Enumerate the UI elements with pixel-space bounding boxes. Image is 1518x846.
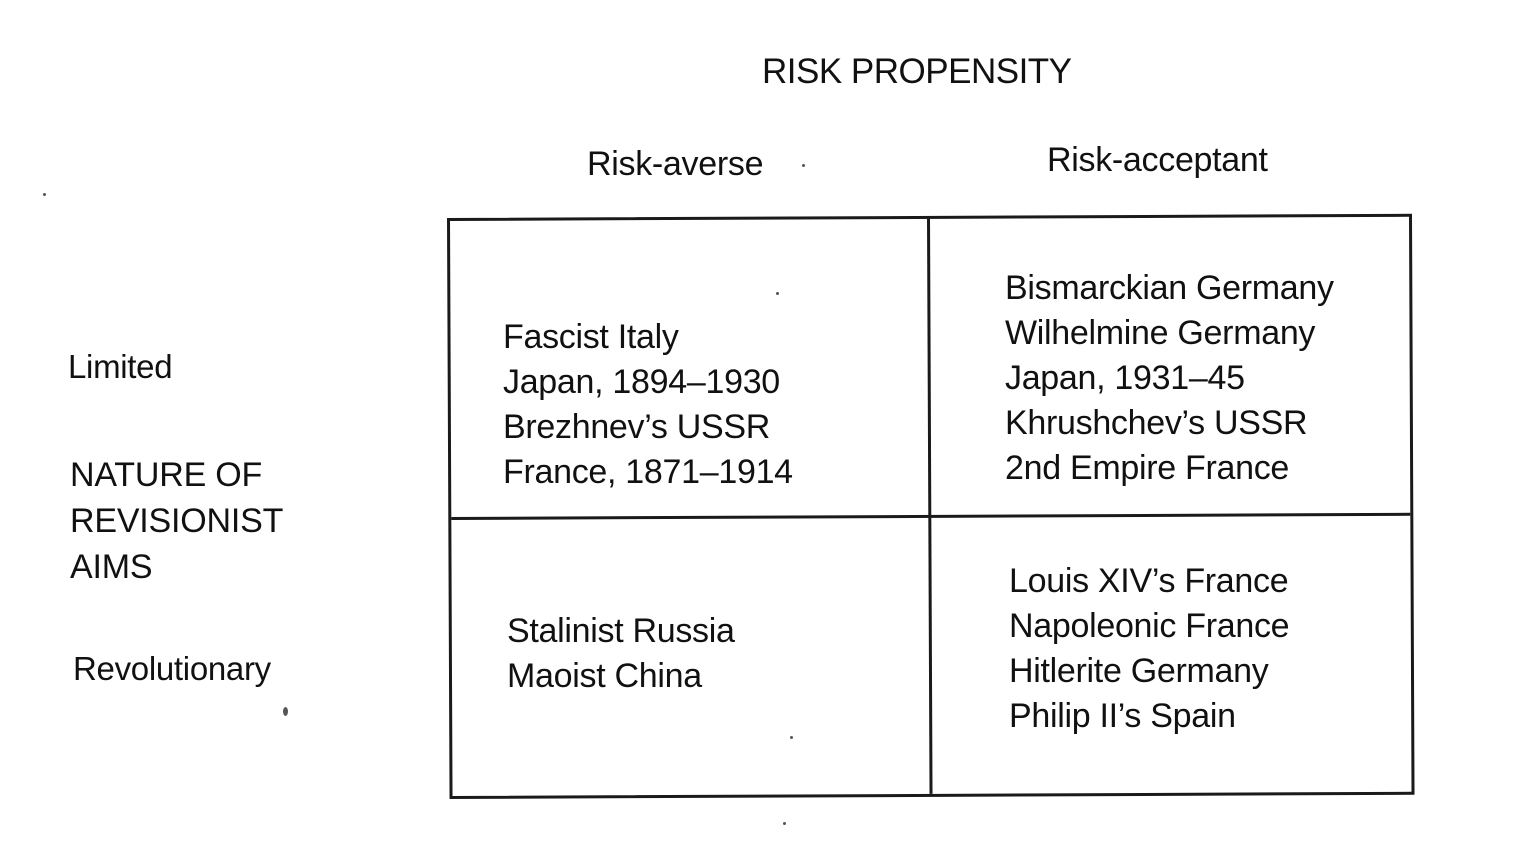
scan-speck	[790, 736, 793, 739]
axis-label-line: NATURE OF	[70, 456, 263, 494]
scan-speck	[802, 164, 805, 167]
axis-label-line: AIMS	[70, 548, 153, 586]
row-label-revolutionary: Revolutionary	[73, 650, 271, 687]
cell-entry: Khrushchev’s USSR	[1005, 404, 1308, 442]
grid-vertical-divider	[927, 218, 933, 794]
cell-entry: Hitlerite Germany	[1009, 652, 1269, 690]
cell-entry: Brezhnev’s USSR	[503, 408, 770, 446]
diagram-title: RISK PROPENSITY	[762, 52, 1072, 91]
column-header-risk-averse: Risk-averse	[587, 145, 764, 183]
cell-revolutionary-risk-averse: Stalinist Russia Maoist China	[507, 609, 735, 699]
cell-limited-risk-averse: Fascist Italy Japan, 1894–1930 Brezhnev’…	[503, 315, 793, 495]
column-header-risk-acceptant: Risk-acceptant	[1047, 141, 1268, 179]
cell-entry: Louis XIV’s France	[1009, 562, 1289, 600]
row-label-limited: Limited	[68, 348, 173, 385]
cell-entry: Japan, 1931–45	[1005, 359, 1245, 397]
scan-speck	[283, 707, 288, 716]
cell-entry: Napoleonic France	[1009, 607, 1290, 645]
cell-limited-risk-acceptant: Bismarckian Germany Wilhelmine Germany J…	[1005, 266, 1334, 491]
scan-speck	[783, 822, 786, 825]
cell-entry: Maoist China	[507, 657, 702, 695]
cell-entry: Philip II’s Spain	[1009, 697, 1236, 735]
cell-revolutionary-risk-acceptant: Louis XIV’s France Napoleonic France Hit…	[1009, 559, 1290, 739]
cell-entry: Bismarckian Germany	[1005, 269, 1334, 307]
axis-label-revisionist-aims: NATURE OF REVISIONIST AIMS	[70, 452, 283, 590]
axis-label-line: REVISIONIST	[70, 502, 284, 540]
cell-entry: Wilhelmine Germany	[1005, 314, 1316, 352]
scan-speck	[43, 193, 46, 196]
cell-entry: Stalinist Russia	[507, 612, 735, 650]
cell-entry: 2nd Empire France	[1005, 449, 1290, 487]
cell-entry: Fascist Italy	[503, 318, 679, 356]
cell-entry: Japan, 1894–1930	[503, 363, 780, 401]
scan-speck	[776, 292, 779, 295]
cell-entry: France, 1871–1914	[503, 453, 793, 491]
